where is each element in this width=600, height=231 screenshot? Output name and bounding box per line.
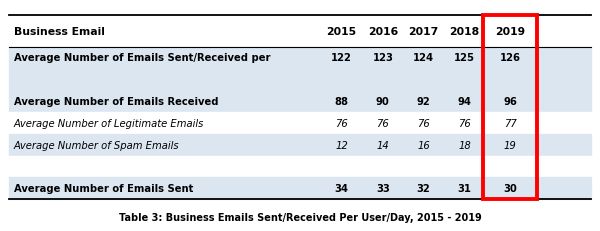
Text: Average Number of Emails Sent/Received per: Average Number of Emails Sent/Received p… xyxy=(14,53,271,63)
Text: 122: 122 xyxy=(331,53,352,63)
Bar xyxy=(9,156,591,178)
Text: 2019: 2019 xyxy=(495,27,525,37)
Text: 2015: 2015 xyxy=(326,27,356,37)
Text: 2017: 2017 xyxy=(409,27,439,37)
Text: 30: 30 xyxy=(503,183,517,194)
Bar xyxy=(483,16,537,199)
Text: 77: 77 xyxy=(503,118,517,128)
Text: 2018: 2018 xyxy=(449,27,479,37)
Text: 123: 123 xyxy=(373,53,393,63)
Text: 16: 16 xyxy=(417,140,430,150)
Text: 76: 76 xyxy=(458,118,471,128)
Text: 76: 76 xyxy=(376,118,389,128)
Text: Business Email: Business Email xyxy=(14,27,104,37)
Text: 12: 12 xyxy=(335,140,348,150)
Text: 94: 94 xyxy=(457,97,472,107)
Text: 124: 124 xyxy=(413,53,434,63)
Text: 125: 125 xyxy=(454,53,475,63)
Text: 90: 90 xyxy=(376,97,389,107)
Text: 18: 18 xyxy=(458,140,471,150)
Text: 2016: 2016 xyxy=(368,27,398,37)
Text: 31: 31 xyxy=(457,183,472,194)
Text: 14: 14 xyxy=(376,140,389,150)
Text: 19: 19 xyxy=(503,140,517,150)
Bar xyxy=(9,178,591,199)
Text: Average Number of Emails Sent: Average Number of Emails Sent xyxy=(14,183,193,194)
Text: 96: 96 xyxy=(503,97,517,107)
Bar xyxy=(9,16,591,47)
Text: 88: 88 xyxy=(334,97,349,107)
Bar xyxy=(9,91,591,112)
Text: 126: 126 xyxy=(500,53,521,63)
Text: 32: 32 xyxy=(417,183,430,194)
Text: Average Number of Spam Emails: Average Number of Spam Emails xyxy=(14,140,179,150)
Text: Average Number of Emails Received: Average Number of Emails Received xyxy=(14,97,218,107)
Text: 33: 33 xyxy=(376,183,389,194)
Text: Average Number of Legitimate Emails: Average Number of Legitimate Emails xyxy=(14,118,204,128)
Bar xyxy=(9,69,591,91)
Text: 76: 76 xyxy=(417,118,430,128)
Text: 92: 92 xyxy=(417,97,430,107)
Text: 76: 76 xyxy=(335,118,348,128)
Bar xyxy=(9,112,591,134)
Bar xyxy=(9,134,591,156)
Text: 34: 34 xyxy=(334,183,349,194)
Bar xyxy=(9,47,591,69)
Text: Table 3: Business Emails Sent/Received Per User/Day, 2015 - 2019: Table 3: Business Emails Sent/Received P… xyxy=(119,212,481,222)
